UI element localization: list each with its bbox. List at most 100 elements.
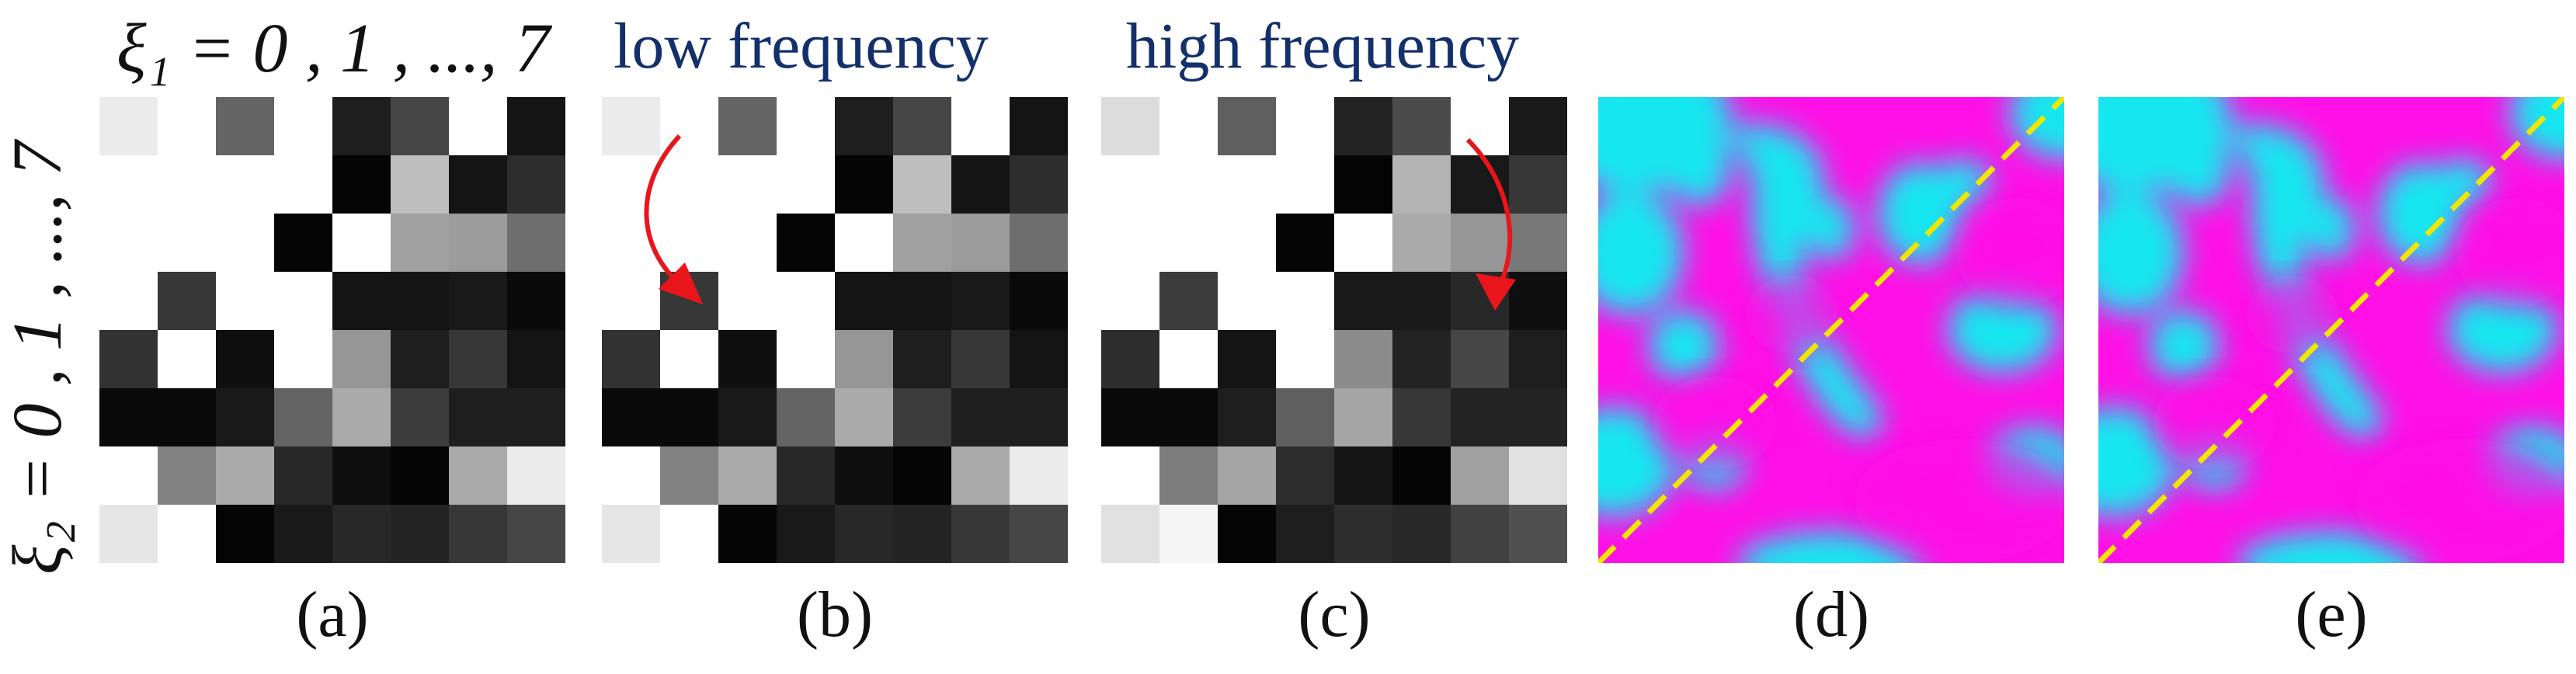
matrix-cell xyxy=(893,214,952,273)
panel-e-field xyxy=(2098,97,2564,563)
matrix-cell xyxy=(602,214,661,273)
matrix-cell xyxy=(1218,214,1277,273)
matrix-cell xyxy=(951,330,1010,389)
matrix-cell xyxy=(1509,446,1567,506)
matrix-cell xyxy=(1218,97,1277,156)
matrix-grid xyxy=(602,97,1068,563)
matrix-cell xyxy=(1392,272,1451,331)
matrix-cell xyxy=(1509,505,1567,563)
panel-c-matrix xyxy=(1101,97,1567,563)
matrix-cell xyxy=(1010,272,1068,331)
matrix-cell xyxy=(1010,97,1068,156)
matrix-cell xyxy=(274,214,333,273)
matrix-cell xyxy=(893,446,952,506)
matrix-cell xyxy=(507,155,565,214)
matrix-cell xyxy=(1159,330,1218,389)
matrix-cell xyxy=(158,155,217,214)
matrix-cell xyxy=(1392,330,1451,389)
matrix-cell xyxy=(274,388,333,447)
matrix-cell xyxy=(1218,505,1277,563)
matrix-cell xyxy=(332,272,391,331)
matrix-cell xyxy=(332,505,391,563)
matrix-cell xyxy=(158,214,217,273)
matrix-cell xyxy=(835,388,894,447)
matrix-cell xyxy=(660,155,719,214)
matrix-cell xyxy=(99,505,158,563)
matrix-cell xyxy=(391,330,450,389)
matrix-cell xyxy=(1101,330,1160,389)
matrix-cell xyxy=(449,214,508,273)
matrix-cell xyxy=(391,155,450,214)
matrix-cell xyxy=(391,214,450,273)
matrix-cell xyxy=(99,155,158,214)
matrix-cell xyxy=(835,330,894,389)
matrix-cell xyxy=(1276,214,1335,273)
matrix-cell xyxy=(1334,97,1393,156)
matrix-cell xyxy=(1334,214,1393,273)
matrix-grid xyxy=(99,97,565,563)
matrix-cell xyxy=(602,97,661,156)
matrix-cell xyxy=(835,214,894,273)
matrix-cell xyxy=(1159,214,1218,273)
matrix-cell xyxy=(449,388,508,447)
matrix-cell xyxy=(1101,97,1160,156)
matrix-cell xyxy=(893,330,952,389)
matrix-cell xyxy=(660,214,719,273)
matrix-cell xyxy=(1509,330,1567,389)
matrix-cell xyxy=(718,388,777,447)
matrix-cell xyxy=(1509,214,1567,273)
axis-label-xi2: ξ₂ = 0 , 1 , ..., 7 xyxy=(0,141,76,575)
panel-b-matrix xyxy=(602,97,1068,563)
matrix-cell xyxy=(660,330,719,389)
matrix-cell xyxy=(1159,388,1218,447)
matrix-cell xyxy=(391,272,450,331)
matrix-cell xyxy=(1010,446,1068,506)
matrix-cell xyxy=(449,272,508,331)
matrix-cell xyxy=(99,272,158,331)
continuous-field xyxy=(1598,97,2064,563)
matrix-cell xyxy=(1451,446,1510,506)
matrix-cell xyxy=(777,97,836,156)
matrix-cell xyxy=(1451,272,1510,331)
matrix-cell xyxy=(777,155,836,214)
matrix-cell xyxy=(99,446,158,506)
matrix-cell xyxy=(718,214,777,273)
matrix-cell xyxy=(1101,446,1160,506)
matrix-cell xyxy=(893,97,952,156)
matrix-cell xyxy=(1218,446,1277,506)
matrix-cell xyxy=(1101,388,1160,447)
matrix-cell xyxy=(1392,446,1451,506)
matrix-cell xyxy=(1159,155,1218,214)
matrix-cell xyxy=(1509,155,1567,214)
matrix-cell xyxy=(951,97,1010,156)
matrix-cell xyxy=(1159,505,1218,563)
matrix-cell xyxy=(718,272,777,331)
matrix-cell xyxy=(1451,214,1510,273)
matrix-cell xyxy=(1392,155,1451,214)
matrix-cell xyxy=(1276,505,1335,563)
matrix-cell xyxy=(660,446,719,506)
matrix-cell xyxy=(835,272,894,331)
matrix-cell xyxy=(777,272,836,331)
matrix-cell xyxy=(99,388,158,447)
matrix-cell xyxy=(1451,505,1510,563)
annotation-high-frequency: high frequency xyxy=(1126,10,1520,82)
matrix-cell xyxy=(216,446,275,506)
matrix-cell xyxy=(332,214,391,273)
matrix-cell xyxy=(1334,388,1393,447)
matrix-cell xyxy=(507,214,565,273)
matrix-cell xyxy=(602,446,661,506)
matrix-cell xyxy=(1218,330,1277,389)
matrix-cell xyxy=(1010,155,1068,214)
matrix-cell xyxy=(835,155,894,214)
matrix-cell xyxy=(332,330,391,389)
caption-a: (a) xyxy=(296,578,369,651)
matrix-cell xyxy=(1451,330,1510,389)
matrix-cell xyxy=(718,155,777,214)
matrix-cell xyxy=(507,330,565,389)
matrix-cell xyxy=(158,505,217,563)
matrix-cell xyxy=(1334,155,1393,214)
matrix-cell xyxy=(1509,388,1567,447)
matrix-cell xyxy=(216,272,275,331)
matrix-cell xyxy=(1334,330,1393,389)
